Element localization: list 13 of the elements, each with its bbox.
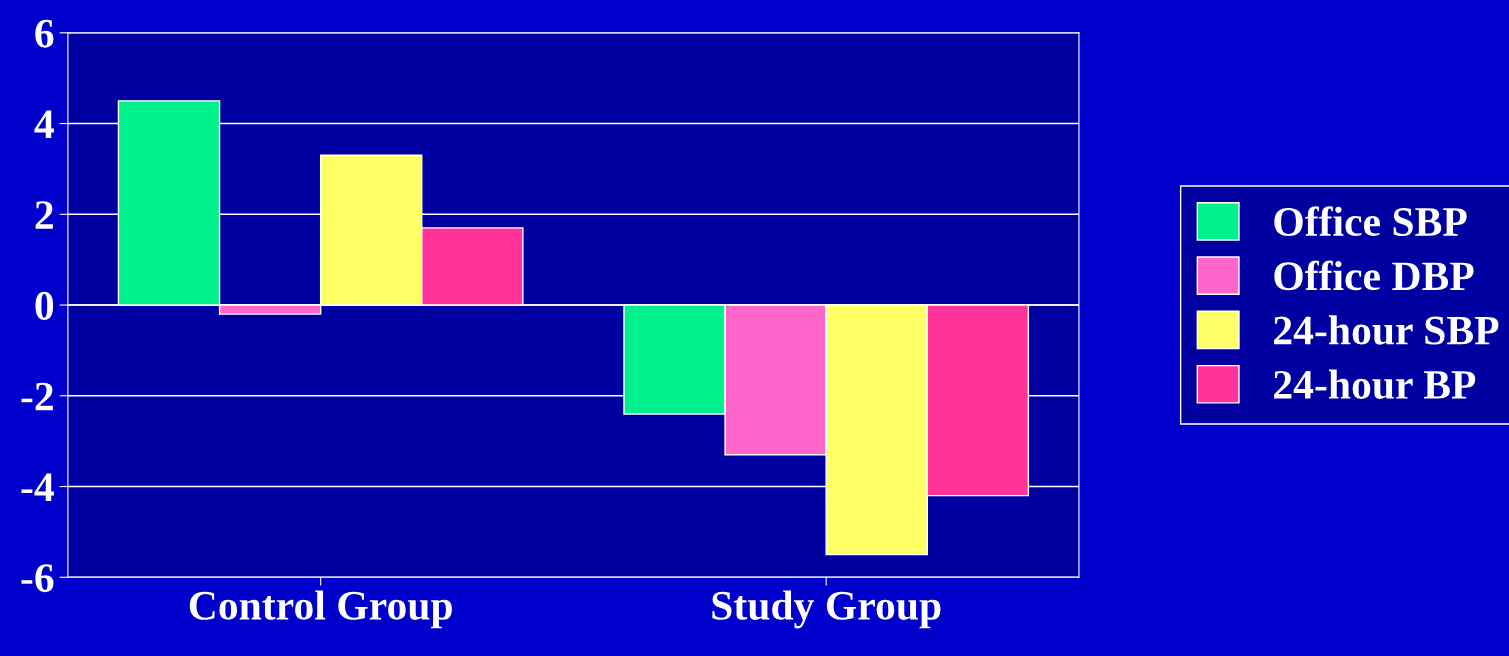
y-tick-label: 6 <box>35 19 54 48</box>
legend-label: 24-hour BP <box>1274 369 1476 399</box>
legend-label: Office SBP <box>1274 206 1467 237</box>
y-tick-label: 2 <box>35 201 53 229</box>
x-tick-label: Study Group <box>712 590 941 629</box>
y-tick-label: 0 <box>35 291 54 320</box>
y-tick-label: 4 <box>34 110 54 138</box>
legend-label: 24-hour SBP <box>1274 315 1499 345</box>
x-tick-label: Control Group <box>189 590 452 629</box>
y-tick-label: -4 <box>21 473 54 501</box>
y-tick-label: -6 <box>21 564 54 593</box>
legend-label: Office DBP <box>1274 260 1474 291</box>
y-tick-label: -2 <box>21 382 53 411</box>
